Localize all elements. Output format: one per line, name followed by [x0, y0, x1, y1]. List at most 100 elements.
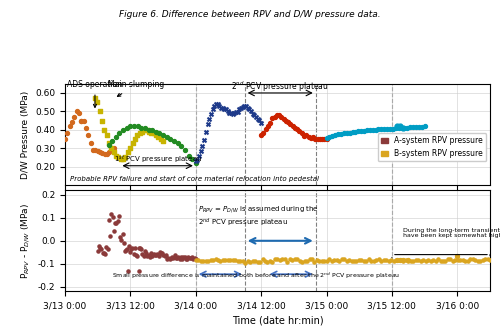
Point	[172, 255, 180, 260]
Point	[154, 134, 162, 140]
Point	[468, 257, 476, 262]
Text: ADS operation: ADS operation	[68, 80, 122, 107]
Point	[300, 259, 308, 264]
Point	[232, 109, 240, 114]
Point	[244, 259, 252, 264]
Point	[352, 259, 360, 264]
Point	[418, 124, 426, 129]
Point	[266, 259, 274, 264]
Point	[187, 255, 195, 260]
Point	[234, 109, 241, 114]
Point	[246, 259, 254, 265]
Point	[363, 128, 371, 133]
Point	[112, 220, 120, 226]
Point	[118, 231, 126, 237]
Point	[394, 126, 402, 131]
Point	[300, 133, 308, 138]
Point	[117, 156, 125, 162]
Point	[380, 257, 388, 263]
Point	[134, 123, 141, 129]
Point	[236, 259, 244, 264]
Point	[409, 125, 417, 130]
Point	[131, 136, 139, 142]
Point	[124, 268, 132, 273]
Point	[126, 145, 134, 151]
Point	[252, 115, 260, 120]
Point	[374, 257, 382, 262]
Point	[386, 126, 394, 131]
Point	[372, 127, 380, 132]
Point	[390, 258, 398, 263]
Point	[124, 247, 132, 252]
Point	[261, 259, 269, 264]
Point	[452, 257, 460, 263]
Point	[150, 131, 158, 136]
Point	[400, 125, 408, 130]
Text: Small pressure difference is maintained both before and after the 2$^{nd}$ PCV p: Small pressure difference is maintained …	[112, 271, 400, 281]
Point	[303, 258, 311, 263]
Point	[362, 258, 370, 264]
Point	[298, 131, 306, 136]
Point	[146, 254, 154, 259]
Point	[254, 259, 262, 265]
Point	[111, 220, 119, 226]
Point	[284, 259, 292, 264]
Text: 2$^{nd}$ PCV pressure plateau: 2$^{nd}$ PCV pressure plateau	[232, 80, 329, 94]
Point	[98, 150, 106, 155]
Point	[394, 258, 402, 263]
Point	[177, 144, 185, 149]
Point	[207, 111, 215, 116]
Point	[124, 243, 132, 248]
Point	[257, 120, 265, 126]
Point	[197, 149, 205, 154]
Y-axis label: D/W Pressure (MPa): D/W Pressure (MPa)	[20, 90, 30, 179]
Point	[80, 118, 88, 123]
Point	[199, 259, 207, 264]
Point	[316, 258, 324, 263]
Point	[128, 140, 136, 145]
Point	[228, 111, 236, 116]
Point	[257, 132, 265, 138]
Point	[282, 118, 290, 123]
Point	[78, 118, 86, 123]
Point	[152, 129, 160, 134]
Point	[206, 257, 214, 263]
Point	[166, 136, 174, 142]
Point	[166, 256, 173, 262]
Point	[404, 258, 412, 263]
Point	[236, 106, 244, 112]
Point	[192, 256, 200, 262]
Point	[434, 257, 442, 262]
Point	[210, 103, 218, 108]
Point	[415, 124, 423, 130]
Point	[399, 125, 407, 131]
Point	[121, 249, 129, 254]
Point	[137, 247, 145, 252]
Point	[162, 134, 170, 140]
Point	[396, 123, 404, 129]
Point	[101, 251, 109, 257]
Point	[384, 258, 392, 264]
Point	[464, 259, 471, 264]
Point	[115, 213, 123, 219]
Point	[154, 252, 162, 257]
Point	[94, 148, 102, 154]
Point	[122, 155, 130, 160]
Point	[94, 249, 102, 254]
Point	[120, 240, 128, 246]
Point	[167, 255, 175, 260]
Point	[266, 120, 274, 126]
Point	[271, 256, 279, 261]
Point	[68, 120, 76, 125]
Point	[134, 268, 142, 273]
Point	[110, 145, 118, 151]
Point	[310, 260, 318, 265]
Point	[357, 128, 365, 134]
Point	[296, 258, 304, 264]
Point	[352, 129, 360, 135]
Point	[142, 250, 150, 256]
Point	[323, 258, 331, 263]
Point	[227, 111, 235, 116]
Point	[439, 258, 447, 263]
Point	[412, 258, 420, 263]
